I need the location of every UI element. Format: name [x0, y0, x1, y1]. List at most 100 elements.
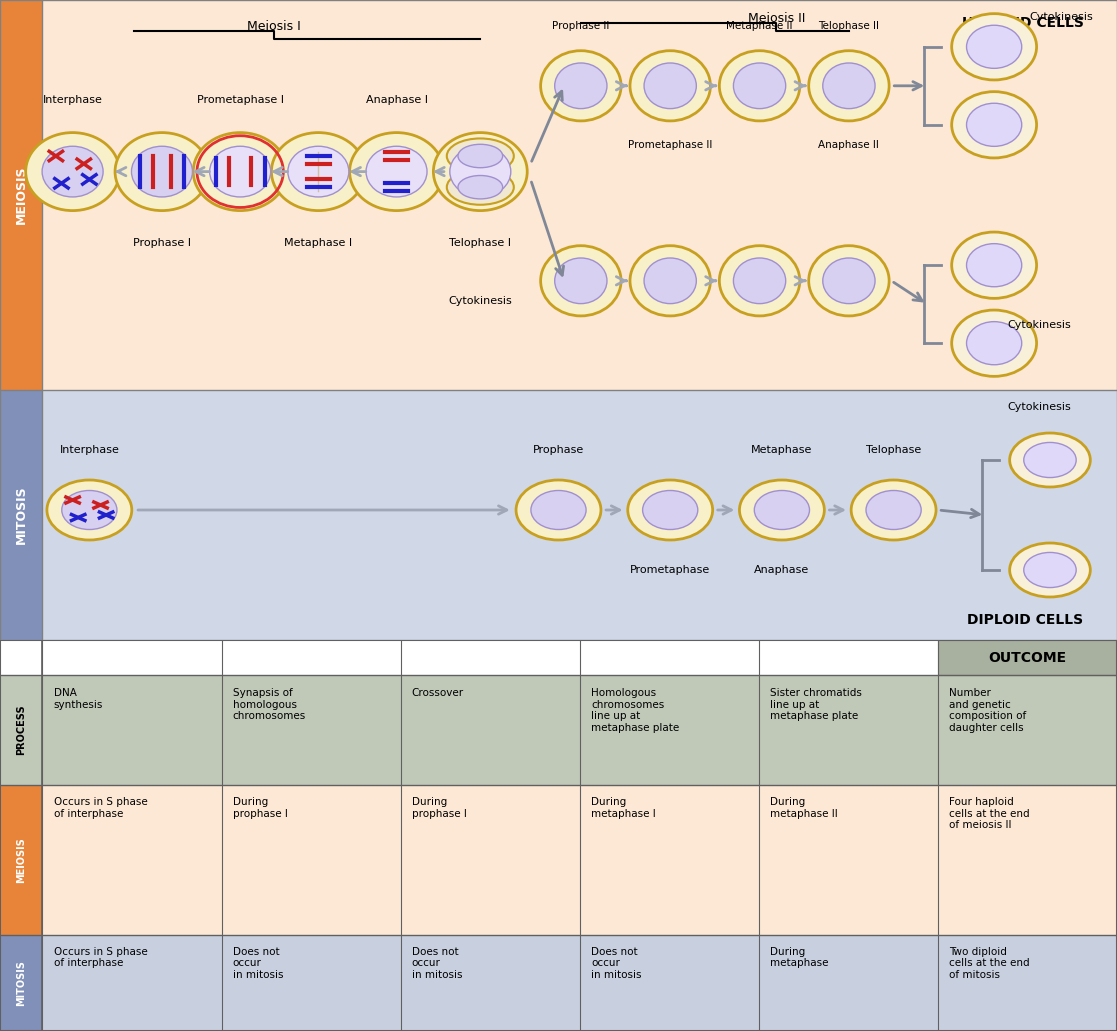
Ellipse shape: [447, 170, 514, 205]
Text: Homologous
chromosomes
line up at
metaphase plate: Homologous chromosomes line up at metaph…: [591, 689, 679, 733]
Ellipse shape: [458, 144, 503, 168]
Text: Metaphase: Metaphase: [752, 445, 812, 455]
Ellipse shape: [823, 63, 875, 108]
Ellipse shape: [516, 480, 601, 540]
Text: Anaphase I: Anaphase I: [365, 95, 428, 105]
Text: Interphase: Interphase: [59, 445, 120, 455]
FancyBboxPatch shape: [938, 935, 1117, 1031]
Text: Anaphase: Anaphase: [754, 565, 810, 575]
Ellipse shape: [555, 258, 607, 303]
Text: Sister chromatids
line up at
metaphase plate: Sister chromatids line up at metaphase p…: [770, 689, 862, 722]
Ellipse shape: [350, 133, 443, 210]
Text: Prophase I: Prophase I: [133, 238, 191, 247]
Ellipse shape: [754, 491, 810, 530]
Ellipse shape: [450, 146, 510, 197]
FancyBboxPatch shape: [758, 935, 938, 1031]
Text: Prometaphase: Prometaphase: [630, 565, 710, 575]
Ellipse shape: [739, 480, 824, 540]
Text: Does not
occur
in mitosis: Does not occur in mitosis: [591, 946, 641, 979]
Ellipse shape: [719, 51, 800, 121]
Ellipse shape: [630, 51, 710, 121]
Ellipse shape: [47, 480, 132, 540]
Text: Synapsis of
homologous
chromosomes: Synapsis of homologous chromosomes: [232, 689, 306, 722]
FancyBboxPatch shape: [758, 675, 938, 785]
Ellipse shape: [645, 258, 696, 303]
FancyBboxPatch shape: [401, 675, 580, 785]
Ellipse shape: [866, 491, 922, 530]
Ellipse shape: [809, 51, 889, 121]
FancyBboxPatch shape: [580, 935, 758, 1031]
Ellipse shape: [132, 146, 192, 197]
Ellipse shape: [952, 232, 1037, 298]
Text: Prophase II: Prophase II: [552, 22, 610, 31]
Ellipse shape: [809, 245, 889, 315]
Text: Occurs in S phase
of interphase: Occurs in S phase of interphase: [54, 946, 147, 968]
Text: Number
and genetic
composition of
daughter cells: Number and genetic composition of daught…: [949, 689, 1027, 733]
Text: During
metaphase I: During metaphase I: [591, 797, 656, 819]
Text: MEIOSIS: MEIOSIS: [15, 166, 28, 225]
Ellipse shape: [966, 103, 1022, 146]
Text: Occurs in S phase
of interphase: Occurs in S phase of interphase: [54, 797, 147, 819]
Text: Telophase I: Telophase I: [449, 238, 512, 247]
FancyBboxPatch shape: [0, 675, 42, 785]
Text: Does not
occur
in mitosis: Does not occur in mitosis: [412, 946, 462, 979]
FancyBboxPatch shape: [42, 935, 221, 1031]
Ellipse shape: [734, 258, 785, 303]
Text: Four haploid
cells at the end
of meiosis II: Four haploid cells at the end of meiosis…: [949, 797, 1030, 830]
Text: Cytokinesis: Cytokinesis: [1029, 11, 1094, 22]
FancyBboxPatch shape: [0, 785, 42, 935]
Ellipse shape: [541, 245, 621, 315]
FancyBboxPatch shape: [0, 0, 1117, 390]
Text: Metaphase II: Metaphase II: [726, 22, 793, 31]
Ellipse shape: [366, 146, 427, 197]
Text: Prophase: Prophase: [533, 445, 584, 455]
Text: OUTCOME: OUTCOME: [989, 651, 1067, 665]
FancyBboxPatch shape: [938, 640, 1117, 675]
Text: Cytokinesis: Cytokinesis: [1006, 402, 1071, 412]
Ellipse shape: [531, 491, 586, 530]
Text: Does not
occur
in mitosis: Does not occur in mitosis: [232, 946, 284, 979]
Text: DIPLOID CELLS: DIPLOID CELLS: [967, 613, 1083, 628]
Ellipse shape: [288, 146, 349, 197]
Ellipse shape: [719, 245, 800, 315]
Ellipse shape: [447, 138, 514, 173]
Ellipse shape: [823, 258, 875, 303]
Ellipse shape: [1010, 543, 1090, 597]
Ellipse shape: [952, 92, 1037, 158]
Text: Prometaphase I: Prometaphase I: [197, 95, 284, 105]
Ellipse shape: [952, 13, 1037, 80]
Text: Telophase II: Telophase II: [819, 22, 879, 31]
Ellipse shape: [628, 480, 713, 540]
Text: During
metaphase: During metaphase: [770, 946, 829, 968]
Text: During
prophase I: During prophase I: [232, 797, 287, 819]
Text: During
prophase I: During prophase I: [412, 797, 467, 819]
FancyBboxPatch shape: [758, 785, 938, 935]
Ellipse shape: [966, 243, 1022, 287]
Ellipse shape: [966, 322, 1022, 365]
Text: Meiosis I: Meiosis I: [247, 20, 300, 33]
Ellipse shape: [966, 25, 1022, 68]
Text: Prometaphase II: Prometaphase II: [628, 140, 713, 151]
FancyBboxPatch shape: [580, 785, 758, 935]
Text: Telophase: Telophase: [866, 445, 922, 455]
Ellipse shape: [952, 310, 1037, 376]
Ellipse shape: [555, 63, 607, 108]
Ellipse shape: [1024, 553, 1076, 588]
Ellipse shape: [851, 480, 936, 540]
Ellipse shape: [734, 63, 785, 108]
Text: HAPLOID CELLS: HAPLOID CELLS: [962, 15, 1083, 30]
FancyBboxPatch shape: [42, 675, 221, 785]
Ellipse shape: [645, 63, 696, 108]
Text: PROCESS: PROCESS: [17, 704, 26, 756]
FancyBboxPatch shape: [0, 390, 1117, 640]
FancyBboxPatch shape: [0, 0, 42, 390]
Text: MITOSIS: MITOSIS: [17, 960, 26, 1006]
FancyBboxPatch shape: [938, 785, 1117, 935]
Ellipse shape: [61, 491, 117, 530]
Text: DNA
synthesis: DNA synthesis: [54, 689, 103, 709]
Ellipse shape: [458, 175, 503, 199]
FancyBboxPatch shape: [221, 675, 401, 785]
Ellipse shape: [193, 133, 287, 210]
FancyBboxPatch shape: [580, 675, 758, 785]
Text: Metaphase I: Metaphase I: [285, 238, 352, 247]
